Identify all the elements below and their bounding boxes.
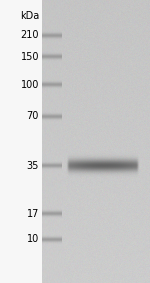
Text: kDa: kDa [20,10,39,21]
Text: 150: 150 [21,52,39,62]
Text: 210: 210 [21,30,39,40]
Text: 70: 70 [27,111,39,121]
Text: 17: 17 [27,209,39,219]
Text: 10: 10 [27,234,39,244]
Text: 100: 100 [21,80,39,90]
Text: 35: 35 [27,160,39,171]
